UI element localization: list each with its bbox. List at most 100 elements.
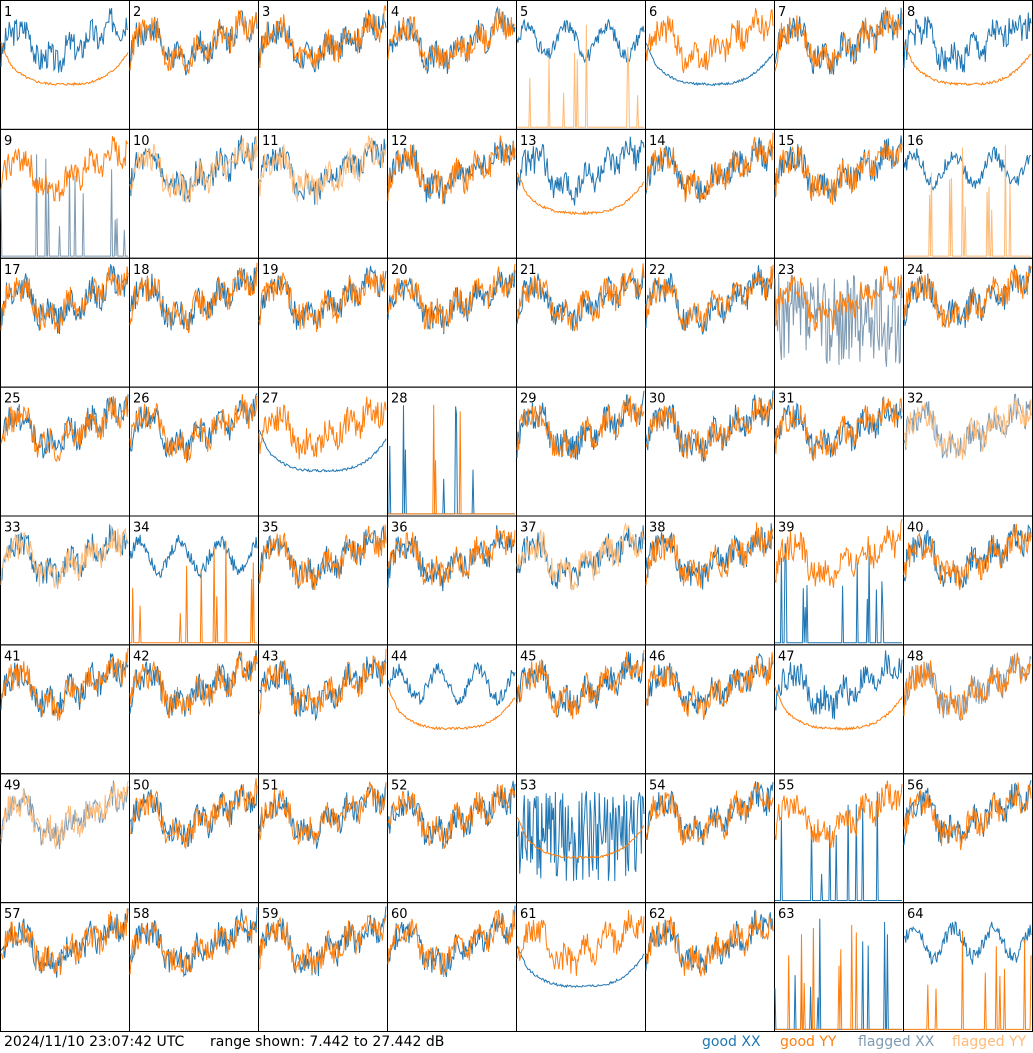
panel-label: 37: [520, 521, 537, 536]
series-yy-good: [774, 266, 903, 333]
panel-38: 38: [645, 515, 775, 646]
panel-label: 60: [391, 907, 408, 922]
legend-good-yy: good YY: [780, 1034, 837, 1050]
panel-14: 14: [645, 128, 775, 259]
series-xx-good: [516, 136, 645, 206]
panel-59: 59: [258, 902, 388, 1032]
footer-bar: 2024/11/10 23:07:42 UTC range shown: 7.4…: [0, 1032, 1033, 1053]
series-yy-good: [258, 5, 387, 72]
series-yy-good: [0, 647, 129, 721]
panel-label: 53: [520, 778, 537, 793]
panel-frame: [0, 0, 130, 130]
panel-49: 49: [0, 773, 130, 904]
series-yy-good: [903, 265, 1032, 328]
panel-54: 54: [645, 773, 775, 904]
panel-7: 7: [774, 0, 904, 130]
panel-16: 16: [903, 128, 1033, 259]
panel-label: 26: [133, 392, 150, 407]
series-yy-flagged: [516, 522, 645, 591]
panel-label: 47: [778, 649, 795, 664]
panel-label: 6: [649, 5, 657, 20]
panel-label: 50: [133, 778, 150, 793]
panel-64: 64: [903, 902, 1033, 1032]
series-yy-good: [387, 135, 516, 205]
series-yy-good: [387, 783, 516, 850]
panel-58: 58: [129, 902, 259, 1032]
series-yy-good: [903, 782, 1032, 851]
panel-42: 42: [129, 644, 259, 775]
panel-label: 5: [520, 5, 528, 20]
series-yy-good: [645, 782, 774, 846]
series-yy-good: [258, 915, 387, 974]
series-xx-good: [516, 268, 645, 332]
series-yy-good: [258, 781, 387, 846]
series-xx-good: [387, 662, 516, 706]
series-yy-good: [258, 269, 387, 333]
series-yy-good: [129, 651, 258, 719]
series-yy-good: [903, 652, 1032, 721]
panel-27: 27: [258, 386, 388, 517]
panel-20: 20: [387, 257, 517, 388]
panel-34: 34: [129, 515, 259, 646]
panel-label: 4: [391, 5, 399, 20]
panel-37: 37: [516, 515, 646, 646]
series-xx-good: [903, 920, 1032, 966]
panel-22: 22: [645, 257, 775, 388]
series-xx-flagged: [0, 154, 128, 257]
series-xx-flagged: [903, 393, 1032, 459]
series-xx-good: [258, 429, 387, 473]
series-xx-good: [387, 780, 516, 849]
panel-47: 47: [774, 644, 904, 775]
panel-label: 9: [4, 134, 12, 149]
panel-label: 44: [391, 649, 408, 664]
panel-label: 59: [262, 907, 279, 922]
series-yy-good: [129, 778, 258, 850]
series-yy-good: [130, 541, 257, 644]
panel-label: 38: [649, 521, 666, 536]
series-yy-good: [0, 395, 129, 462]
series-yy-good: [0, 908, 129, 976]
series-xx-good: [645, 781, 774, 845]
series-yy-good: [0, 41, 129, 87]
panel-label: 1: [4, 5, 12, 20]
panel-2: 2: [129, 0, 259, 130]
series-xx-good: [774, 7, 903, 75]
series-xx-good: [645, 265, 774, 335]
range-readout: range shown: 7.442 to 27.442 dB: [210, 1034, 445, 1050]
series-yy-flagged: [129, 135, 258, 204]
series-yy-good: [516, 649, 645, 720]
panel-3: 3: [258, 0, 388, 130]
panel-label: 61: [520, 907, 537, 922]
panel-label: 57: [4, 907, 21, 922]
panel-36: 36: [387, 515, 517, 646]
series-yy-good: [645, 652, 774, 721]
series-yy-flagged: [904, 144, 1031, 257]
series-xx-good: [645, 42, 774, 87]
panel-label: 29: [520, 392, 537, 407]
panel-label: 43: [262, 649, 279, 664]
series-yy-good: [0, 136, 129, 202]
panel-label: 21: [520, 263, 537, 278]
series-yy-good: [387, 909, 516, 978]
panel-21: 21: [516, 257, 646, 388]
panel-29: 29: [516, 386, 646, 517]
panel-label: 39: [778, 521, 795, 536]
series-xx-good: [387, 905, 516, 978]
series-yy-good: [903, 523, 1032, 591]
series-yy-good: [387, 528, 516, 587]
panel-48: 48: [903, 644, 1033, 775]
panel-label: 41: [4, 649, 21, 664]
series-yy-good: [645, 909, 774, 977]
series-yy-good: [129, 915, 258, 975]
series-xx-good: [516, 945, 645, 989]
series-xx-good: [388, 405, 515, 515]
panel-label: 40: [907, 521, 924, 536]
panel-25: 25: [0, 386, 130, 517]
panel-label: 7: [778, 5, 786, 20]
series-yy-good: [774, 7, 903, 74]
panel-label: 25: [4, 392, 21, 407]
panel-46: 46: [645, 644, 775, 775]
panel-label: 63: [778, 907, 795, 922]
panel-label: 46: [649, 649, 666, 664]
series-yy-good: [258, 648, 387, 716]
